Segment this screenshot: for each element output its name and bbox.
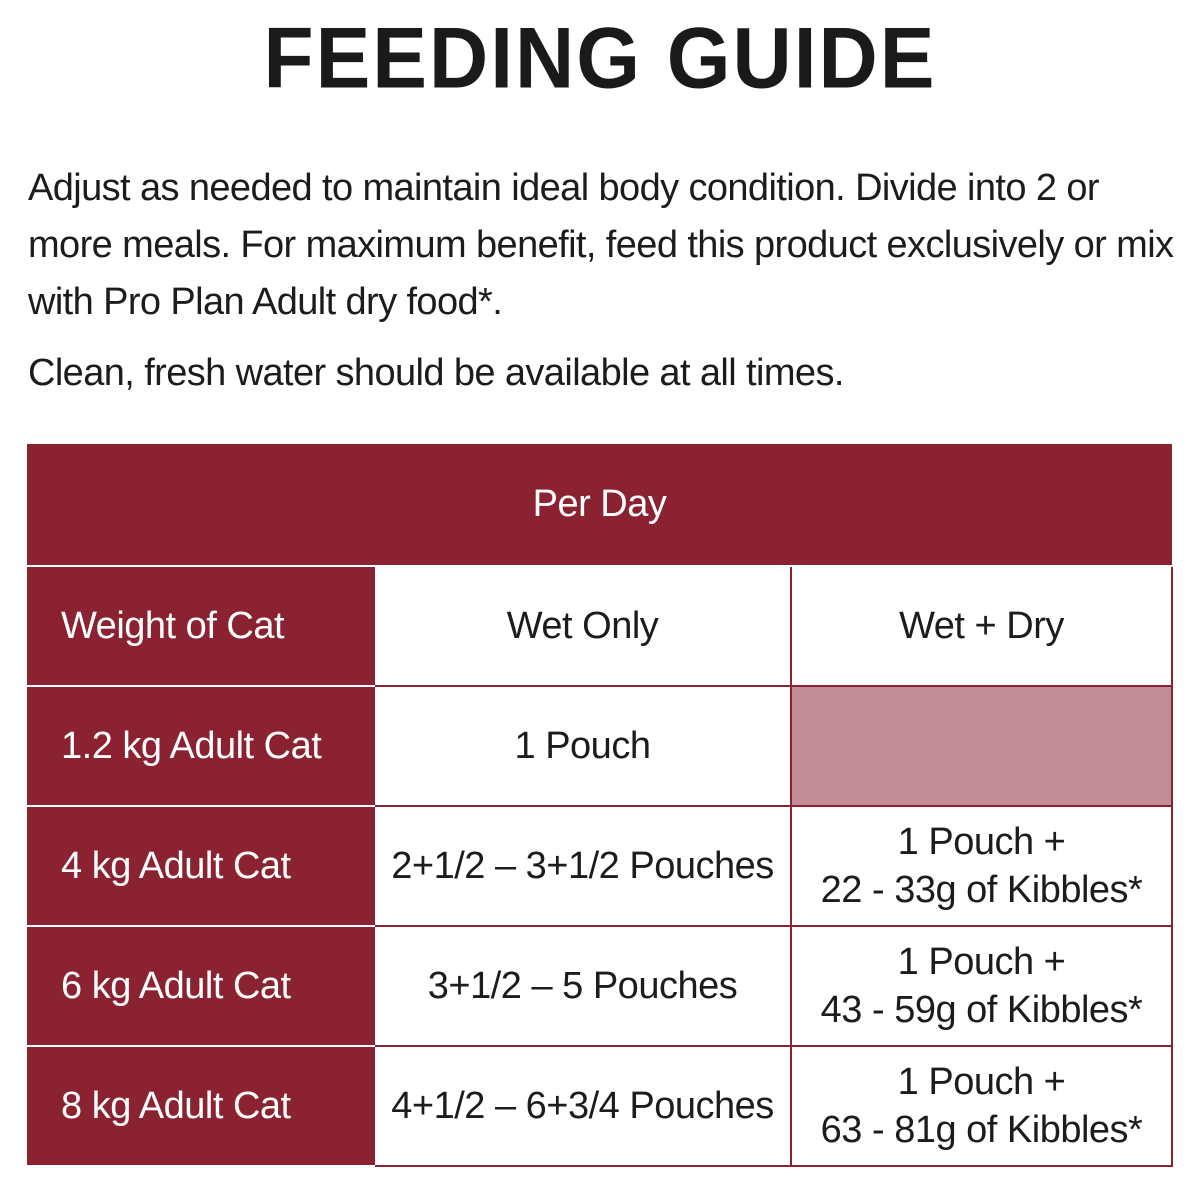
page-title: FEEDING GUIDE bbox=[263, 10, 937, 107]
column-header-wet-dry: Wet + Dry bbox=[790, 565, 1173, 687]
water-note: Clean, fresh water should be available a… bbox=[28, 352, 844, 394]
feeding-table: Per Day Weight of Cat Wet Only Wet + Dry… bbox=[27, 444, 1173, 1167]
weight-cell: 8 kg Adult Cat bbox=[27, 1045, 374, 1167]
intro-paragraph: Adjust as needed to maintain ideal body … bbox=[28, 167, 1174, 323]
table-column-header-row: Weight of Cat Wet Only Wet + Dry bbox=[27, 565, 1173, 687]
wet-dry-cell: 1 Pouch + 43 - 59g of Kibbles* bbox=[790, 925, 1173, 1047]
wet-only-cell: 1 Pouch bbox=[373, 685, 792, 807]
wet-dry-pouch-line: 1 Pouch + bbox=[897, 821, 1066, 863]
table-row: 1.2 kg Adult Cat 1 Pouch bbox=[27, 685, 1173, 807]
weight-cell: 1.2 kg Adult Cat bbox=[27, 685, 374, 807]
table-group-header-row: Per Day bbox=[27, 444, 1172, 567]
table-row: 6 kg Adult Cat 3+1/2 – 5 Pouches 1 Pouch… bbox=[27, 925, 1173, 1047]
wet-only-cell: 3+1/2 – 5 Pouches bbox=[373, 925, 792, 1047]
wet-dry-cell: 1 Pouch + 22 - 33g of Kibbles* bbox=[790, 805, 1173, 927]
table-row: 8 kg Adult Cat 4+1/2 – 6+3/4 Pouches 1 P… bbox=[27, 1045, 1173, 1167]
wet-dry-kibbles-line: 22 - 33g of Kibbles* bbox=[820, 869, 1143, 911]
weight-cell: 4 kg Adult Cat bbox=[27, 805, 374, 927]
wet-dry-pouch-line: 1 Pouch + bbox=[897, 1061, 1066, 1103]
column-header-wet-only: Wet Only bbox=[373, 565, 792, 687]
wet-dry-pouch-line: 1 Pouch + bbox=[897, 941, 1066, 983]
wet-dry-cell: 1 Pouch + 63 - 81g of Kibbles* bbox=[790, 1045, 1173, 1167]
wet-only-cell: 2+1/2 – 3+1/2 Pouches bbox=[373, 805, 792, 927]
wet-dry-kibbles-line: 43 - 59g of Kibbles* bbox=[820, 989, 1143, 1031]
per-day-header: Per Day bbox=[27, 444, 1172, 567]
intro-text: Adjust as needed to maintain ideal body … bbox=[28, 160, 1178, 402]
wet-dry-kibbles-line: 63 - 81g of Kibbles* bbox=[820, 1109, 1143, 1151]
table-row: 4 kg Adult Cat 2+1/2 – 3+1/2 Pouches 1 P… bbox=[27, 805, 1173, 927]
wet-only-cell: 4+1/2 – 6+3/4 Pouches bbox=[373, 1045, 792, 1167]
column-header-weight: Weight of Cat bbox=[27, 565, 374, 687]
wet-dry-cell-empty bbox=[790, 685, 1173, 807]
weight-cell: 6 kg Adult Cat bbox=[27, 925, 374, 1047]
